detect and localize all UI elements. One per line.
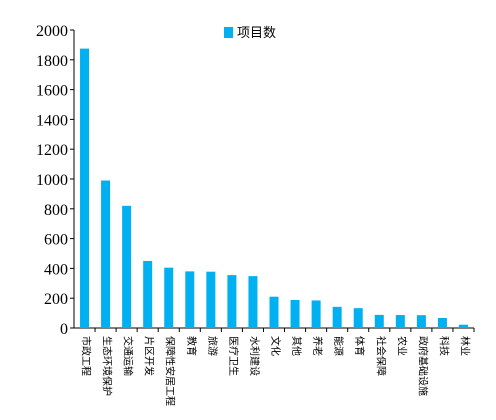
bar <box>353 308 363 328</box>
y-tick-label: 1800 <box>36 53 68 70</box>
x-category-label: 水利建设 <box>248 336 261 376</box>
y-tick-label: 400 <box>44 261 68 278</box>
y-tick-label: 1400 <box>36 112 68 129</box>
x-category-label: 体育 <box>353 336 366 356</box>
bar <box>395 315 405 328</box>
x-category-label: 交通运输 <box>122 336 135 376</box>
bar <box>311 300 321 328</box>
x-category-label: 养老 <box>311 336 324 356</box>
x-category-label: 保障性安居工程 <box>164 336 177 406</box>
legend-label: 项目数 <box>237 26 276 41</box>
bar <box>416 315 426 328</box>
x-category-label: 政府基础设施 <box>416 336 429 396</box>
y-tick-label: 800 <box>44 202 68 219</box>
legend: 项目数 <box>224 26 276 41</box>
bar <box>248 276 258 328</box>
bar <box>101 180 111 328</box>
x-category-label: 农业 <box>395 336 408 356</box>
x-category-label: 生态环境保护 <box>101 336 114 396</box>
x-category-label: 文化 <box>269 336 282 356</box>
y-tick-label: 200 <box>44 291 68 308</box>
x-category-label: 其他 <box>290 336 303 356</box>
x-category-label: 市政工程 <box>80 336 93 376</box>
y-axis-tick-labels: 0 200 400 600 800 1000 1200 1400 1600 1800 2000 <box>36 23 68 338</box>
x-category-label: 科技 <box>437 336 450 356</box>
x-category-label: 林业 <box>458 336 471 356</box>
x-category-label: 教育 <box>185 336 198 356</box>
x-category-label: 社会保障 <box>374 336 387 376</box>
bar <box>80 48 90 328</box>
y-tick-label: 0 <box>60 321 68 338</box>
bar <box>437 318 447 328</box>
bar <box>458 324 468 328</box>
bar <box>164 267 174 328</box>
x-category-label: 能源 <box>332 336 345 356</box>
bar <box>227 275 237 328</box>
bar <box>122 205 132 328</box>
y-tick-label: 600 <box>44 232 68 249</box>
axes <box>70 29 475 332</box>
bars <box>80 48 468 328</box>
x-category-label: 旅游 <box>206 336 219 356</box>
x-category-label: 医疗卫生 <box>227 336 240 376</box>
x-category-label: 片区开发 <box>143 336 156 376</box>
bar <box>206 271 216 328</box>
bar <box>290 299 300 328</box>
y-tick-label: 1000 <box>36 172 68 189</box>
y-tick-label: 1200 <box>36 142 68 159</box>
legend-swatch <box>224 27 233 38</box>
bar <box>374 314 384 328</box>
y-tick-label: 2000 <box>36 23 68 40</box>
bar <box>332 306 342 328</box>
bar <box>185 271 195 328</box>
bar <box>269 296 279 328</box>
bar <box>143 260 153 328</box>
x-axis-category-labels: 市政工程 生态环境保护 交通运输 片区开发 保障性安居工程 教育 旅游 医疗卫生 水利建设 文化其… <box>80 336 472 406</box>
y-tick-label: 1600 <box>36 83 68 100</box>
